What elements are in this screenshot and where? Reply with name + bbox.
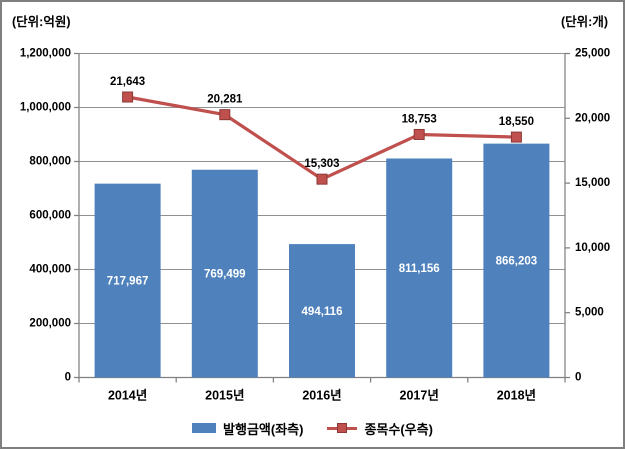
x-axis-category-label: 2018년 bbox=[497, 389, 536, 403]
left-axis-tick-label: 200,000 bbox=[29, 318, 71, 330]
bar-series-swatch-icon bbox=[192, 423, 217, 433]
right-axis-tick-label: 15,000 bbox=[575, 177, 610, 189]
line-value-label: 15,303 bbox=[304, 158, 339, 170]
legend-item-line-series: 종목수(우측) bbox=[327, 419, 433, 438]
legend-item-bar-series: 발행금액(좌측) bbox=[192, 419, 303, 438]
legend-label-line-series: 종목수(우측) bbox=[364, 421, 433, 437]
left-axis-tick-label: 1,200,000 bbox=[20, 48, 71, 60]
left-axis-tick-label: 400,000 bbox=[29, 264, 71, 276]
line-value-label: 18,753 bbox=[402, 113, 437, 125]
line-marker-2017년 bbox=[413, 128, 425, 140]
line-marker-icon bbox=[337, 423, 348, 433]
line-marker-2016년 bbox=[316, 173, 328, 185]
left-axis-tick-label: 0 bbox=[65, 372, 71, 384]
left-axis-tick-label: 800,000 bbox=[29, 156, 71, 168]
line-marker-2018년 bbox=[510, 131, 522, 143]
left-axis-unit-label: (단위:억원) bbox=[12, 15, 71, 29]
right-axis-unit-label: (단위:개) bbox=[561, 15, 608, 29]
line-value-label: 21,643 bbox=[110, 76, 145, 88]
x-axis-category-label: 2016년 bbox=[302, 389, 341, 403]
right-axis-tick-label: 20,000 bbox=[575, 112, 610, 124]
line-marker-2015년 bbox=[219, 109, 231, 121]
left-axis-tick-label: 600,000 bbox=[29, 210, 71, 222]
bar-2015년 bbox=[191, 169, 258, 378]
x-axis-category-label: 2017년 bbox=[400, 389, 439, 403]
bar-value-label: 494,116 bbox=[302, 306, 343, 318]
bar-value-label: 769,499 bbox=[204, 269, 246, 281]
right-axis-tick-label: 10,000 bbox=[575, 242, 610, 254]
line-value-label: 18,550 bbox=[499, 116, 534, 128]
bar-2014년 bbox=[94, 183, 161, 378]
legend-label-bar-series: 발행금액(좌측) bbox=[223, 421, 304, 437]
bar-2016년 bbox=[289, 244, 355, 378]
right-axis-tick-label: 25,000 bbox=[575, 48, 610, 60]
legend: 발행금액(좌측) 종목수(우측) bbox=[2, 419, 623, 437]
x-axis-category-label: 2014년 bbox=[108, 389, 147, 403]
line-marker-2014년 bbox=[122, 91, 134, 103]
right-axis-tick-label: 5,000 bbox=[575, 307, 604, 319]
bar-value-label: 811,156 bbox=[399, 263, 440, 275]
right-axis-tick-label: 0 bbox=[575, 372, 581, 384]
line-value-label: 20,281 bbox=[207, 94, 243, 106]
line-series-swatch-icon bbox=[327, 423, 358, 433]
bar-2018년 bbox=[483, 143, 550, 378]
bar-value-label: 717,967 bbox=[107, 276, 149, 288]
x-axis-category-label: 2015년 bbox=[205, 389, 244, 403]
bar-2017년 bbox=[386, 158, 453, 378]
bar-value-label: 866,203 bbox=[496, 256, 538, 268]
left-axis-tick-label: 1,000,000 bbox=[20, 102, 71, 114]
